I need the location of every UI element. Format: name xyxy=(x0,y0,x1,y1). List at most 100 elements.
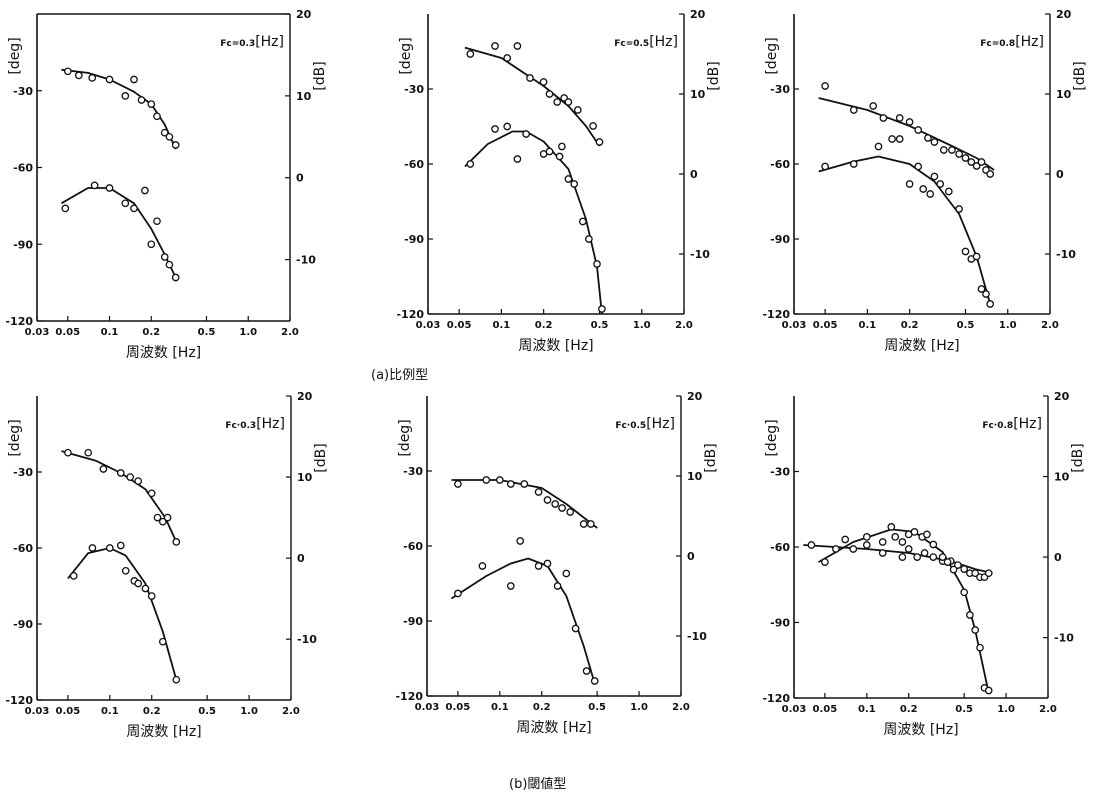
phase-tick-label: -90 xyxy=(13,618,33,631)
gain-tick-label: 20 xyxy=(687,390,703,403)
phase-data-point xyxy=(172,675,181,684)
x-tick-label: 0.5 xyxy=(591,320,609,331)
gain-data-point xyxy=(526,74,534,82)
y-label-right: [dB] xyxy=(703,443,719,472)
x-tick-label: 0.5 xyxy=(588,702,606,713)
phase-data-point xyxy=(598,305,606,313)
gain-tick-label: -10 xyxy=(1056,248,1076,261)
gain-fit-curve xyxy=(464,46,601,147)
x-tick-label: 0.03 xyxy=(782,320,807,331)
gain-data-point xyxy=(153,112,161,121)
gain-data-point xyxy=(105,75,114,84)
caption-threshold-type: (b)閾値型 xyxy=(509,777,567,792)
x-tick-label: 0.03 xyxy=(416,320,441,331)
y-label-left: [deg] xyxy=(7,37,23,74)
phase-data-point xyxy=(545,147,554,156)
gain-data-point xyxy=(158,517,167,526)
gain-data-point xyxy=(821,82,829,90)
gain-data-point xyxy=(953,561,962,569)
phase-data-point xyxy=(821,162,829,171)
phase-data-point xyxy=(923,530,931,539)
gain-data-point xyxy=(130,75,138,84)
phase-tick-label: -90 xyxy=(770,233,790,246)
phase-data-point xyxy=(898,538,907,546)
gain-data-point xyxy=(904,545,913,553)
phase-data-point xyxy=(553,582,562,590)
x-tick-label: 0.2 xyxy=(535,320,553,331)
phase-data-point xyxy=(590,677,599,685)
gain-tick-label: 10 xyxy=(687,470,703,483)
gain-data-point xyxy=(869,102,878,110)
phase-data-point xyxy=(570,180,579,188)
gain-data-point xyxy=(539,78,548,86)
x-tick-label: 0.1 xyxy=(101,327,119,338)
x-tick-label: 0.5 xyxy=(955,704,973,715)
gain-data-point xyxy=(553,98,562,106)
phase-fit-curve xyxy=(464,130,603,315)
gain-data-point xyxy=(495,476,504,484)
x-tick-label: 2.0 xyxy=(1041,320,1059,331)
gain-data-point xyxy=(977,158,986,166)
phase-data-point xyxy=(926,190,935,198)
phase-tick-label: -120 xyxy=(5,694,33,707)
gain-data-point xyxy=(534,488,543,496)
gain-data-point xyxy=(913,553,922,561)
gain-data-point xyxy=(971,569,980,578)
chart-panel-3: 0.03 0.05 0.1 0.2 0.5 1.0 2.0 -30 -60 -90 -120 20 10… xyxy=(762,8,1088,354)
gain-data-point xyxy=(491,42,499,50)
gain-data-point xyxy=(589,122,597,130)
gain-data-point xyxy=(454,480,462,488)
gain-tick-label: 0 xyxy=(297,552,305,565)
x-tick-label: 1.0 xyxy=(630,702,648,713)
phase-fit-curve xyxy=(451,557,596,684)
x-tick-label: 0.03 xyxy=(25,327,50,338)
gain-data-point xyxy=(967,158,976,166)
phase-data-point xyxy=(582,667,591,675)
gain-data-point xyxy=(545,90,554,98)
gain-data-point xyxy=(862,541,871,549)
phase-fit-curve xyxy=(67,547,178,680)
gain-data-point xyxy=(163,513,172,522)
gain-data-point xyxy=(566,508,575,516)
x-tick-label: 0.1 xyxy=(858,704,876,715)
gain-tick-label: 0 xyxy=(296,172,304,185)
gain-data-point xyxy=(895,114,904,122)
x-tick-label: 2.0 xyxy=(672,702,690,713)
gain-data-point xyxy=(948,146,956,154)
phase-data-point xyxy=(976,643,984,652)
phase-data-point xyxy=(69,572,78,580)
gain-data-point xyxy=(172,538,181,546)
x-tick-label: 0.1 xyxy=(491,702,509,713)
y-label-left: [deg] xyxy=(398,37,414,74)
phase-tick-label: -120 xyxy=(5,315,33,328)
phase-data-point xyxy=(516,537,525,545)
y-label-right: [dB] xyxy=(313,443,329,472)
phase-data-point xyxy=(862,533,871,541)
y-label-left: [deg] xyxy=(7,419,23,456)
gain-data-point xyxy=(905,118,914,126)
phase-data-point xyxy=(158,637,167,646)
phase-data-point xyxy=(578,217,587,226)
gain-data-point xyxy=(503,54,512,62)
phase-data-point xyxy=(841,535,850,544)
gain-data-point xyxy=(506,480,515,488)
phase-data-point xyxy=(914,162,923,171)
phase-data-point xyxy=(960,588,969,597)
gain-data-point xyxy=(134,477,143,485)
phase-data-point xyxy=(929,540,938,549)
fc-annotation: Fc=0.5[Hz] xyxy=(614,34,678,50)
phase-data-point xyxy=(130,204,138,213)
x-axis-label: 周波数 [Hz] xyxy=(883,722,958,738)
x-axis-label: 周波数 [Hz] xyxy=(884,338,959,354)
x-tick-label: 0.1 xyxy=(859,320,877,331)
phase-tick-label: -30 xyxy=(404,83,424,96)
x-tick-label: 0.5 xyxy=(198,327,216,338)
x-tick-label: 0.2 xyxy=(142,327,160,338)
phase-data-point xyxy=(887,523,896,531)
gain-data-point xyxy=(558,504,566,512)
gain-data-point xyxy=(920,549,929,557)
gain-fit-curve xyxy=(61,450,178,543)
phase-data-point xyxy=(936,180,945,188)
gain-data-point xyxy=(564,98,573,106)
x-tick-label: 1.0 xyxy=(997,704,1015,715)
